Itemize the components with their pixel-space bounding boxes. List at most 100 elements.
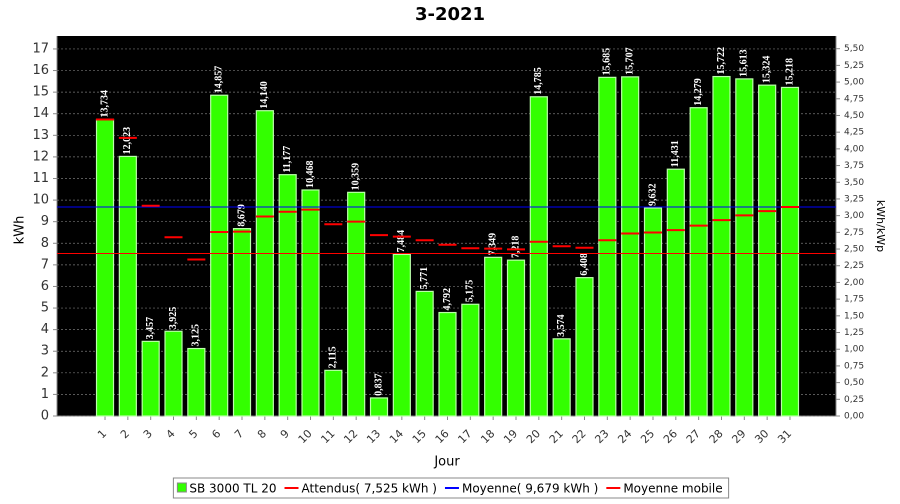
y-tick-label: 2: [41, 365, 49, 380]
bar: [392, 253, 411, 417]
y2-tick-label: 2,50: [844, 245, 864, 255]
legend-label: Moyenne( 9,679 kWh ): [462, 482, 598, 496]
y2-tick-label: 0,75: [844, 361, 864, 371]
bar: [666, 168, 685, 417]
value-label: 8,679: [236, 204, 247, 227]
x-tick-label: 18: [478, 427, 497, 446]
y2-tick-label: 3,75: [844, 161, 864, 171]
y-tick-label: 15: [32, 85, 49, 100]
y2-tick-label: 1,75: [844, 295, 864, 305]
y2-axis-label: kWh/kWp: [874, 200, 887, 252]
y-tick-label: 8: [41, 236, 49, 251]
bar: [506, 259, 526, 417]
y2-tick-label: 1,00: [844, 345, 864, 355]
x-axis-label: Jour: [433, 455, 460, 470]
y-axis-label: kWh: [13, 216, 28, 245]
value-label: 3,457: [145, 317, 156, 340]
x-tick-label: 21: [547, 427, 566, 446]
x-tick-label: 17: [455, 427, 474, 446]
value-label: 5,771: [419, 267, 430, 290]
y-tick-label: 4: [41, 322, 49, 337]
legend: SB 3000 TL 20 Attendus( 7,525 kWh ) Moyenn…: [172, 477, 730, 499]
bar: [438, 311, 457, 417]
bar: [187, 347, 206, 417]
x-tick-label: 22: [570, 427, 589, 446]
y-tick-label: 6: [41, 279, 49, 294]
bar: [369, 397, 389, 417]
value-label: 15,324: [761, 56, 772, 84]
x-tick-label: 16: [433, 427, 452, 446]
chart-title: 3-2021: [415, 4, 485, 25]
y-tick-label: 7: [41, 257, 49, 272]
y-tick-label: 1: [41, 387, 49, 402]
value-label: 9,632: [647, 184, 658, 207]
bar: [643, 207, 663, 417]
y2-tick-label: 2,00: [844, 278, 864, 288]
value-label: 14,279: [693, 78, 704, 106]
value-label: 14,785: [533, 67, 544, 95]
x-tick-label: 28: [707, 427, 726, 446]
y2-tick-label: 4,00: [844, 144, 864, 154]
x-tick-label: 10: [296, 427, 315, 446]
y2-tick-label: 2,75: [844, 228, 864, 238]
value-label: 15,722: [716, 47, 727, 75]
value-label: 15,707: [624, 47, 635, 75]
y2-tick-label: 0,25: [844, 395, 864, 405]
y-tick-label: 10: [32, 193, 49, 208]
bar: [301, 189, 320, 417]
value-label: 3,125: [191, 324, 202, 347]
y-tick-label: 9: [41, 214, 49, 229]
value-label: 11,177: [282, 146, 293, 173]
bar: [575, 277, 594, 417]
legend-swatch: [176, 482, 187, 493]
y-tick-label: 12: [32, 149, 49, 164]
legend-label: Moyenne mobile: [623, 482, 722, 496]
bar: [712, 75, 731, 417]
value-label: 2,115: [328, 346, 339, 368]
bar: [415, 290, 434, 417]
y-tick-label: 16: [32, 63, 49, 78]
legend-label: SB 3000 TL 20: [189, 482, 276, 496]
y-tick-label: 3: [41, 344, 49, 359]
x-tick-label: 30: [752, 427, 771, 446]
x-tick-label: 2: [118, 427, 132, 441]
x-tick-label: 19: [501, 427, 520, 446]
bar: [324, 369, 343, 417]
y-tick-label: 13: [32, 128, 49, 143]
value-label: 12,023: [122, 127, 133, 155]
value-label: 15,218: [784, 58, 795, 86]
y2-tick-label: 1,50: [844, 311, 864, 321]
y2-tick-label: 3,25: [844, 194, 864, 204]
x-tick-label: 4: [164, 427, 178, 441]
bar: [141, 340, 160, 417]
y-tick-label: 5: [41, 301, 49, 316]
value-label: 13,734: [99, 90, 110, 118]
y2-tick-label: 4,75: [844, 94, 864, 104]
x-tick-label: 12: [341, 427, 360, 446]
value-label: 7,218: [510, 236, 521, 259]
value-label: 15,685: [602, 48, 613, 76]
bar: [347, 191, 366, 417]
bar: [210, 94, 229, 417]
bar: [95, 118, 115, 417]
value-label: 15,613: [739, 49, 750, 77]
bar: [758, 84, 777, 417]
bar: [164, 330, 183, 417]
x-tick-label: 25: [638, 427, 657, 446]
value-label: 7,484: [396, 230, 407, 253]
y2-tick-label: 3,50: [844, 178, 864, 188]
bar: [735, 78, 754, 417]
bar: [552, 338, 571, 417]
x-tick-label: 26: [661, 427, 680, 446]
x-tick-label: 3: [141, 427, 155, 441]
value-label: 14,140: [259, 81, 270, 109]
value-label: 3,574: [556, 314, 567, 337]
value-label: 10,359: [350, 163, 361, 191]
x-tick-label: 8: [255, 427, 269, 441]
value-label: 14,857: [213, 66, 224, 94]
bar: [118, 155, 137, 417]
bar: [598, 76, 617, 417]
y-tick-label: 17: [32, 41, 49, 56]
x-tick-label: 14: [387, 427, 406, 446]
